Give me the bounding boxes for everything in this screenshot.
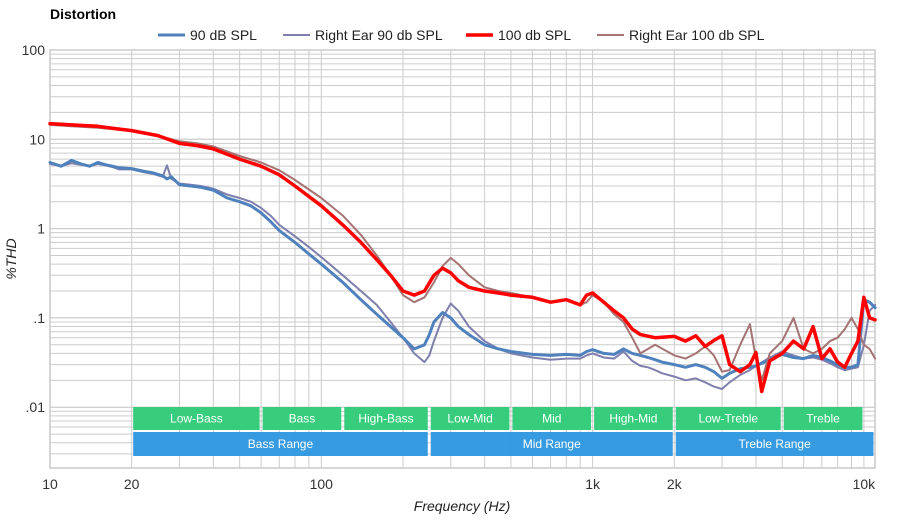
x-tick-label: 20 — [124, 476, 140, 492]
band-label: Mid Range — [523, 437, 581, 451]
band-low-treble: Low-Treble — [675, 407, 781, 430]
band-box — [594, 407, 673, 430]
band-high-bass: High-Bass — [344, 407, 428, 430]
series-line-90-db-spl — [48, 158, 877, 380]
y-tick-label: .1 — [33, 310, 45, 326]
y-axis-title: %THD — [3, 238, 19, 279]
legend-label: Right Ear 100 db SPL — [629, 27, 765, 43]
band-treble-range: Treble Range — [675, 432, 874, 456]
band-mid-range: Mid Range — [430, 432, 673, 456]
legend-label: Right Ear 90 db SPL — [315, 27, 443, 43]
y-tick-label: 10 — [29, 131, 45, 147]
band-label: Treble Range — [739, 437, 812, 451]
band-label: Treble — [806, 412, 840, 426]
y-tick-label: .01 — [26, 399, 46, 415]
axis-ticks: 10 20 100 1k 2k 10k 100 10 1 .1 .01 — [22, 42, 877, 492]
band-label: Low-Treble — [698, 412, 758, 426]
y-tick-label: 100 — [22, 42, 46, 58]
chart-title: Distortion — [50, 6, 116, 22]
band-label: Bass Range — [248, 437, 314, 451]
frequency-bands: Low-Bass Bass High-Bass Low-Mid Mid High-Mid L… — [133, 407, 874, 456]
legend-label: 90 dB SPL — [190, 27, 257, 43]
band-label: High-Mid — [609, 412, 657, 426]
legend: 90 dB SPL Right Ear 90 db SPL 100 db SPL Ri… — [158, 27, 765, 43]
band-label: High-Bass — [358, 412, 413, 426]
band-mid: Mid — [512, 407, 592, 430]
band-box — [133, 407, 260, 430]
band-label: Mid — [542, 412, 561, 426]
band-high-mid: High-Mid — [594, 407, 673, 430]
band-low-mid: Low-Mid — [430, 407, 510, 430]
band-box — [344, 407, 428, 430]
legend-item: 100 db SPL — [466, 27, 571, 43]
band-box — [430, 432, 673, 456]
band-label: Low-Bass — [170, 412, 223, 426]
legend-label: 100 db SPL — [498, 27, 571, 43]
legend-item: Right Ear 100 db SPL — [597, 27, 765, 43]
x-axis-title: Frequency (Hz) — [414, 498, 510, 514]
legend-item: Right Ear 90 db SPL — [283, 27, 443, 43]
x-tick-label: 100 — [310, 476, 334, 492]
x-tick-label: 1k — [585, 476, 601, 492]
y-tick-label: 1 — [37, 221, 45, 237]
x-tick-label: 2k — [667, 476, 683, 492]
plot-area — [49, 49, 876, 469]
band-box — [430, 407, 510, 430]
band-box — [675, 407, 781, 430]
band-box — [262, 407, 342, 430]
series-line-right-ear-100-db-spl — [49, 123, 877, 382]
band-box — [133, 432, 428, 456]
band-box — [675, 432, 874, 456]
x-tick-label: 10k — [853, 476, 877, 492]
band-box — [783, 407, 863, 430]
x-tick-label: 10 — [42, 476, 58, 492]
grid — [49, 49, 876, 469]
series-line-100-db-spl — [48, 121, 877, 394]
band-bass: Bass — [262, 407, 342, 430]
band-bass-range: Bass Range — [133, 432, 428, 456]
series-lines — [48, 121, 877, 394]
legend-item: 90 dB SPL — [158, 27, 257, 43]
band-box — [512, 407, 592, 430]
band-label: Bass — [289, 412, 316, 426]
band-label: Low-Mid — [447, 412, 492, 426]
band-treble: Treble — [783, 407, 863, 430]
band-low-bass: Low-Bass — [133, 407, 260, 430]
